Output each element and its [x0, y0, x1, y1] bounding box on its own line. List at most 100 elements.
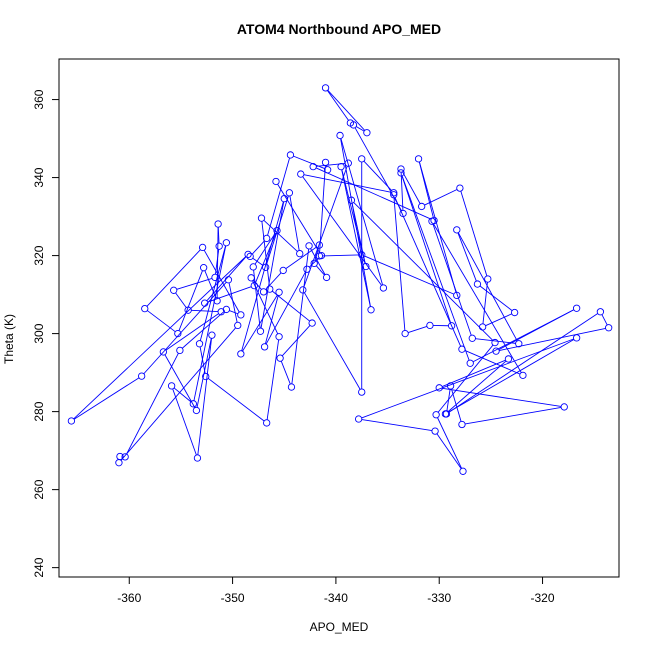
series-0-segment-69 — [281, 325, 311, 357]
series-0-point-44 — [367, 306, 375, 314]
series-0-segment-11 — [457, 232, 477, 282]
series-0-segment-16 — [464, 350, 521, 375]
series-0-point-6 — [418, 202, 426, 211]
y-tick-label-2: 280 — [32, 401, 46, 421]
series-0-point-21 — [447, 322, 456, 330]
series-0-segment-1 — [327, 89, 366, 131]
series-0-segment-79 — [266, 339, 280, 420]
series-0-point-123 — [272, 177, 280, 186]
series-0-segment-99 — [146, 249, 201, 307]
series-0-segment-46 — [302, 176, 382, 286]
series-0-point-77 — [259, 288, 268, 296]
series-0-segment-39 — [437, 344, 494, 413]
series-0-segment-120 — [265, 271, 306, 345]
series-0-point-80 — [263, 419, 271, 427]
series-0-point-92 — [170, 286, 178, 294]
series-0-point-103 — [176, 346, 184, 355]
y-tick-label-4: 320 — [32, 245, 46, 265]
series-0-segment-31 — [442, 387, 562, 407]
series-0-point-93 — [211, 273, 219, 282]
y-tick-label-0: 240 — [32, 557, 46, 577]
series-0-point-73 — [322, 273, 331, 282]
plot-frame — [58, 58, 620, 578]
series-0-segment-34 — [447, 339, 575, 413]
series-0-point-55 — [414, 155, 423, 163]
series-0-segment-103 — [126, 353, 179, 455]
series-0-segment-100 — [203, 249, 240, 313]
series-0-segment-101 — [229, 310, 239, 315]
y-axis-label: Theta (K) — [2, 314, 16, 364]
series-0-segment-114 — [254, 233, 276, 265]
series-0-point-14 — [468, 334, 476, 342]
series-0-point-42 — [362, 262, 370, 271]
series-0-point-117 — [280, 194, 288, 203]
x-tick-label-3: -330 — [427, 591, 451, 605]
series-0-segment-56 — [364, 255, 455, 295]
series-0-segment-84 — [173, 387, 192, 403]
series-0-point-97 — [199, 264, 208, 272]
series-0-point-37 — [431, 427, 439, 435]
series-0-point-46 — [379, 284, 388, 292]
series-0-point-1 — [321, 84, 330, 92]
series-0-segment-37 — [436, 433, 462, 469]
series-0-segment-17 — [394, 197, 462, 347]
series-0-segment-102 — [181, 311, 225, 349]
series-0-point-91 — [184, 306, 192, 314]
series-0-segment-26 — [601, 314, 608, 326]
series-0-segment-2 — [356, 126, 365, 132]
series-0-segment-92 — [176, 277, 213, 290]
series-0-point-108 — [224, 276, 233, 284]
series-0-segment-61 — [267, 157, 290, 236]
y-tick-label-1: 260 — [32, 479, 46, 499]
series-0-segment-60 — [293, 155, 325, 170]
series-0-point-29 — [446, 382, 455, 390]
series-0-segment-111 — [206, 256, 247, 302]
series-0-point-22 — [397, 169, 405, 177]
series-0-point-51 — [299, 286, 307, 294]
series-0-point-122 — [317, 251, 326, 260]
series-0-point-40 — [491, 338, 499, 347]
series-0-segment-64 — [266, 195, 289, 265]
series-0-segment-63 — [252, 257, 264, 266]
series-0-segment-67 — [261, 221, 270, 287]
series-0-point-99 — [141, 304, 149, 313]
series-0-point-7 — [456, 184, 464, 192]
series-0-segment-42 — [341, 169, 366, 264]
series-0-point-33 — [504, 355, 513, 363]
series-0-segment-57 — [322, 254, 359, 257]
series-0-segment-40 — [353, 202, 494, 341]
series-0-segment-116 — [260, 201, 285, 329]
series-0-point-19 — [401, 329, 409, 338]
series-0-point-74 — [310, 259, 318, 268]
series-0-segment-109 — [73, 377, 140, 420]
series-0-segment-88 — [164, 354, 196, 408]
series-0-segment-22 — [401, 175, 470, 361]
series-0-point-2 — [363, 129, 371, 137]
x-tick-label-2: -340 — [324, 591, 348, 605]
series-0-point-26 — [605, 324, 613, 332]
series-0-point-60 — [323, 166, 332, 174]
series-0-point-36 — [354, 415, 363, 423]
series-0-segment-117 — [241, 201, 284, 351]
y-tick-label-6: 360 — [32, 89, 46, 109]
series-0-segment-119 — [264, 295, 279, 344]
series-0-point-96 — [213, 297, 221, 305]
series-0-point-116 — [256, 327, 265, 335]
series-0-segment-3 — [354, 127, 402, 211]
series-0-segment-90 — [191, 309, 219, 313]
series-0-segment-35 — [361, 338, 574, 419]
series-0-segment-13 — [475, 338, 516, 344]
series-0-point-61 — [286, 151, 295, 159]
series-0-segment-121 — [308, 257, 320, 268]
series-0-segment-86 — [197, 338, 212, 455]
series-0-point-4 — [399, 209, 407, 218]
series-0-segment-7 — [460, 191, 488, 277]
y-tick-label-5: 340 — [32, 167, 46, 187]
series-0-point-76 — [279, 266, 287, 275]
series-0-point-35 — [572, 334, 581, 342]
series-0-segment-24 — [498, 309, 575, 351]
series-0-point-57 — [358, 251, 366, 259]
series-0-point-20 — [426, 321, 434, 330]
series-0-segment-95 — [216, 227, 219, 298]
series-0-segment-30 — [465, 407, 562, 425]
